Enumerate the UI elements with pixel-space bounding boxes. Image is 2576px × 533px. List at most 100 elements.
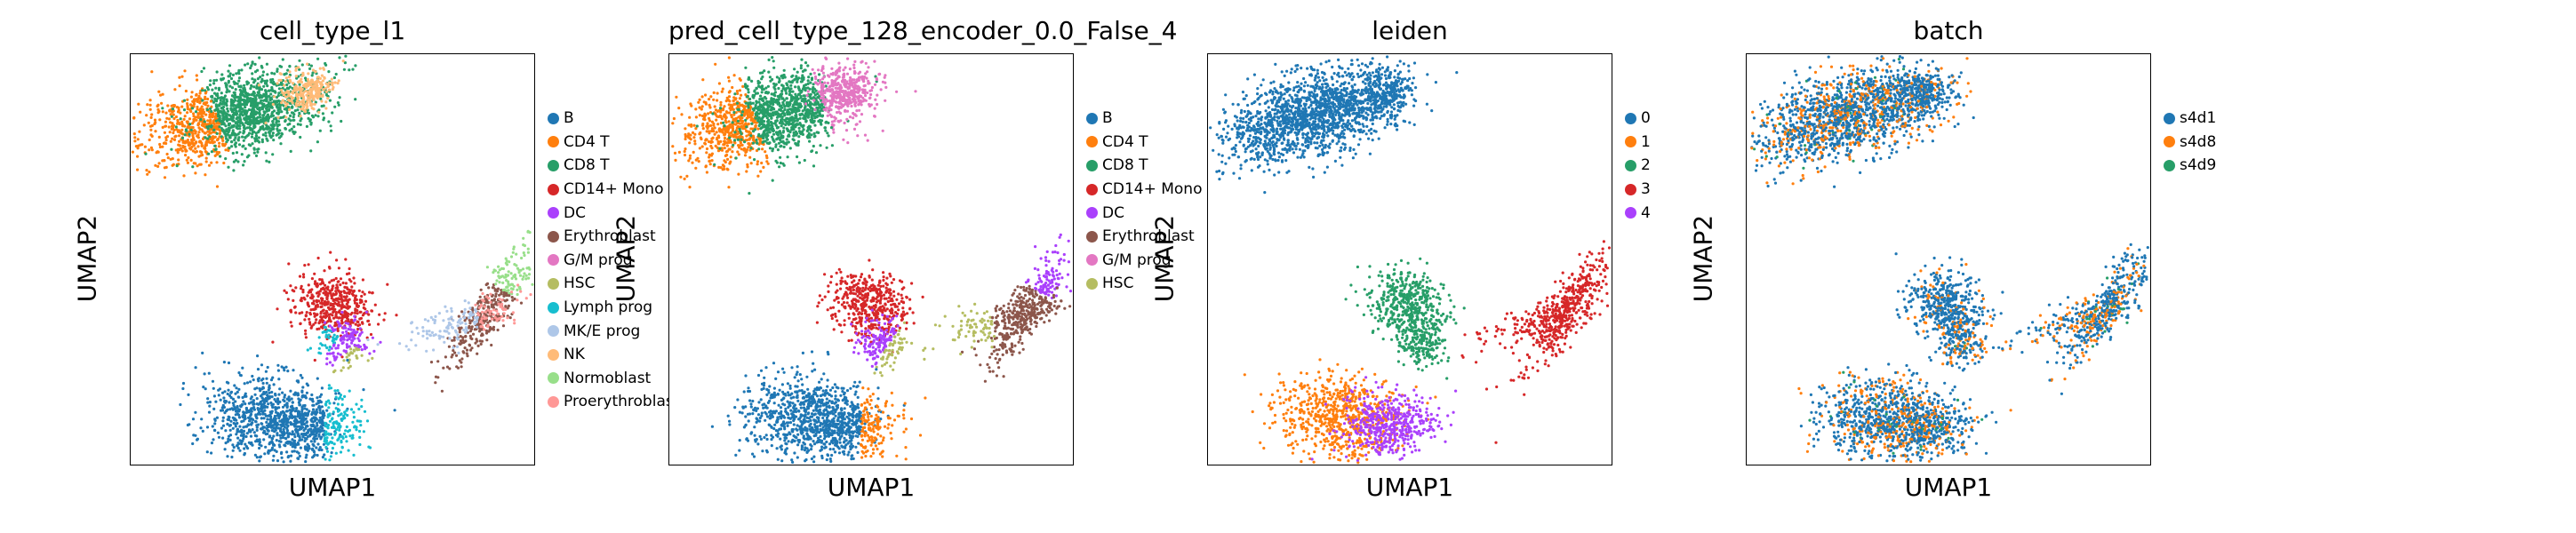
- legend-marker: [1086, 254, 1098, 266]
- legend-marker: [1625, 159, 1636, 171]
- legend-marker: [1086, 136, 1098, 148]
- point-cluster: [1344, 61, 1437, 124]
- legend-label: HSC: [1102, 274, 1134, 293]
- legend-marker: [1086, 277, 1098, 290]
- scatter-plot-area: [130, 53, 535, 465]
- legend: B CD4 T CD8 T CD14+ Mono DC Erythroblast G/M p…: [1086, 107, 1202, 296]
- point-cluster: [1209, 59, 1386, 195]
- legend-marker: [548, 207, 559, 219]
- legend-item: 2: [1625, 154, 1651, 178]
- legend-label: G/M prog: [1102, 251, 1172, 269]
- legend-marker: [1625, 136, 1636, 148]
- legend-marker: [548, 325, 559, 338]
- scatter-svg: [671, 56, 1073, 464]
- legend-label: G/M prog: [564, 251, 633, 269]
- legend-label: DC: [1102, 203, 1124, 222]
- legend-item: HSC: [548, 272, 679, 296]
- legend-item: G/M prog: [548, 249, 679, 273]
- chart-title: batch: [1913, 16, 1984, 45]
- legend-marker: [1086, 159, 1098, 171]
- legend: s4d1 s4d8 s4d9: [2164, 107, 2216, 178]
- legend-marker: [548, 277, 559, 290]
- legend-label: CD14+ Mono: [564, 180, 664, 199]
- legend-marker: [1625, 112, 1636, 124]
- legend-label: Proerythroblast: [564, 393, 680, 411]
- legend-item: DC: [1086, 201, 1202, 225]
- legend-item: CD4 T: [548, 131, 679, 155]
- legend-label: CD4 T: [1102, 132, 1148, 151]
- point-cluster: [850, 308, 925, 378]
- point-cluster: [1785, 55, 1975, 174]
- point-cluster: [1983, 283, 2143, 354]
- legend: 0 1 2 3 4: [1625, 107, 1651, 225]
- legend-item: Erythroblast: [1086, 225, 1202, 249]
- legend-marker: [2164, 159, 2175, 171]
- legend-label: DC: [564, 203, 586, 222]
- chart-title: pred_cell_type_128_encoder_0.0_False_4: [668, 16, 1178, 45]
- legend-label: B: [1102, 109, 1113, 128]
- legend-marker: [548, 112, 559, 124]
- legend-item: B: [1086, 107, 1202, 131]
- legend-marker: [548, 136, 559, 148]
- legend-marker: [2164, 112, 2175, 124]
- legend-label: CD4 T: [564, 132, 610, 151]
- legend-label: B: [564, 109, 574, 128]
- point-cluster: [255, 377, 372, 462]
- y-axis-label: UMAP2: [1688, 214, 1718, 303]
- legend-item: Normoblast: [548, 367, 679, 391]
- point-cluster: [257, 60, 345, 125]
- legend-item: G/M prog: [1086, 249, 1202, 273]
- legend-marker: [1086, 183, 1098, 195]
- point-cluster: [1395, 311, 1451, 380]
- legend-label: 3: [1641, 180, 1651, 199]
- legend-marker: [1086, 230, 1098, 243]
- legend-label: 4: [1641, 203, 1651, 222]
- legend-item: Erythroblast: [548, 225, 679, 249]
- legend-marker: [1086, 207, 1098, 219]
- legend-label: Lymph prog: [564, 298, 653, 317]
- legend-marker: [548, 159, 559, 171]
- legend-item: CD4 T: [1086, 131, 1202, 155]
- point-cluster: [1894, 252, 2012, 364]
- scatter-plot-area: [1207, 53, 1612, 465]
- legend-label: CD8 T: [1102, 156, 1148, 175]
- legend-item: CD8 T: [1086, 154, 1202, 178]
- legend-label: s4d1: [2180, 109, 2217, 128]
- legend-label: 2: [1641, 156, 1651, 175]
- scatter-plot-area: [1746, 53, 2151, 465]
- legend-item: s4d1: [2164, 107, 2216, 131]
- chart-title: leiden: [1372, 16, 1448, 45]
- scatter-plot-area: [668, 53, 1074, 465]
- point-cluster: [695, 56, 917, 195]
- point-cluster: [1484, 240, 1612, 444]
- chart-title: cell_type_l1: [259, 16, 406, 45]
- point-cluster: [804, 60, 888, 132]
- point-cluster: [1344, 257, 1466, 354]
- legend-item: Proerythroblast: [548, 390, 679, 414]
- legend-item: CD14+ Mono: [1086, 178, 1202, 202]
- x-axis-label: UMAP1: [288, 473, 377, 502]
- legend-item: CD8 T: [548, 154, 679, 178]
- y-axis-label: UMAP2: [1149, 214, 1180, 303]
- point-cluster: [1878, 67, 1970, 127]
- legend-marker: [548, 230, 559, 243]
- y-axis-label: UMAP2: [611, 214, 641, 303]
- point-cluster: [271, 251, 398, 362]
- legend-label: Erythroblast: [1102, 227, 1195, 246]
- legend-marker: [548, 348, 559, 361]
- legend-marker: [548, 372, 559, 385]
- x-axis-label: UMAP1: [827, 473, 916, 502]
- legend-marker: [2164, 136, 2175, 148]
- legend-item: s4d8: [2164, 131, 2216, 155]
- legend-marker: [548, 254, 559, 266]
- point-cluster: [902, 286, 1072, 361]
- x-axis-label: UMAP1: [1904, 473, 1993, 502]
- legend-item: s4d9: [2164, 154, 2216, 178]
- legend-label: Erythroblast: [564, 227, 656, 246]
- legend-marker: [1625, 183, 1636, 195]
- legend-item: NK: [548, 343, 679, 367]
- point-cluster: [144, 54, 357, 172]
- legend-label: HSC: [564, 274, 596, 293]
- legend-item: HSC: [1086, 272, 1202, 296]
- legend: B CD4 T CD8 T CD14+ Mono DC Erythroblast G/M p…: [548, 107, 679, 414]
